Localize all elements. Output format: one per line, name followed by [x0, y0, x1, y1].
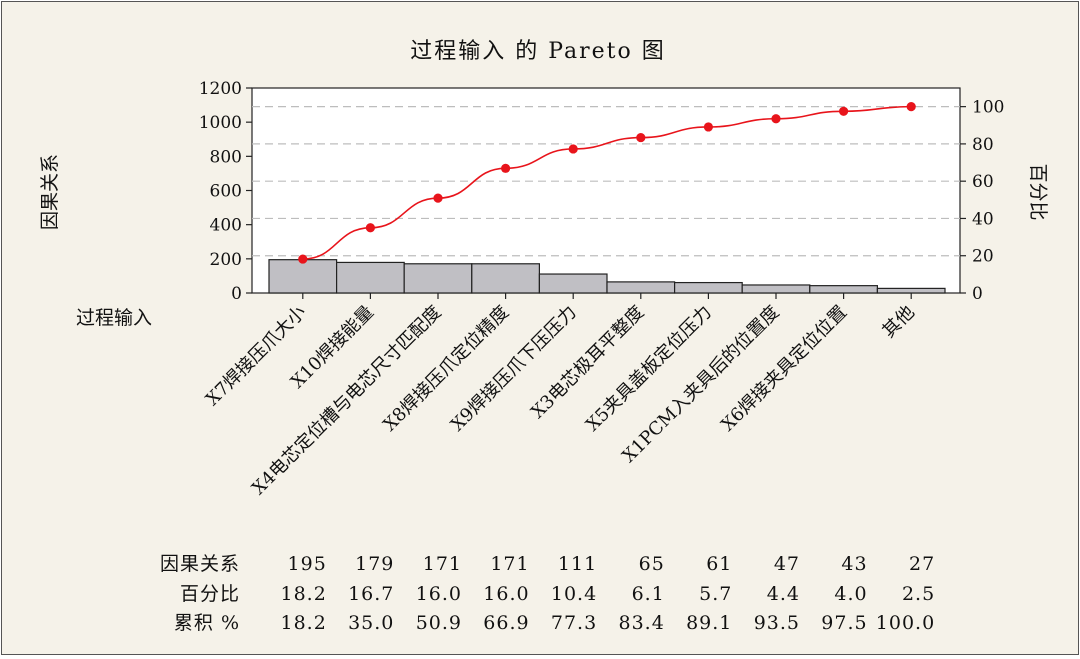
bar [268, 259, 338, 294]
table-cell: 10.4 [551, 583, 597, 605]
table-cell: 43 [841, 553, 867, 575]
table-cell: 195 [288, 553, 327, 575]
table-cell: 93.5 [754, 612, 800, 634]
cumulative-point [703, 122, 714, 132]
data-table: 因果关系 195 179 171 171 111 65 61 47 43 27 百分比 18.2 16.7… [160, 553, 935, 634]
table-cell: 111 [558, 553, 597, 575]
table-cell: 16.7 [348, 583, 394, 605]
cumulative-point [433, 193, 443, 203]
y-tick-label: 600 [210, 182, 242, 202]
cumulative-line-group [298, 102, 916, 264]
cumulative-point [906, 102, 916, 112]
y-axis-ticks: 0 200 400 600 800 1000 1200 [199, 79, 252, 304]
table-cell: 4.4 [767, 583, 800, 605]
table-cell: 171 [490, 553, 529, 575]
cumulative-line [302, 105, 912, 260]
table-cell: 171 [423, 553, 462, 575]
table-cell: 18.2 [280, 612, 326, 634]
y2-tick-label: 80 [972, 135, 994, 155]
bar [403, 263, 473, 294]
category-label: X3电芯极耳平整度 [527, 302, 648, 423]
category-label: X9焊接压爪下压压力 [447, 302, 581, 436]
table-cell: 89.1 [686, 612, 732, 634]
table-cell: 50.9 [416, 612, 462, 634]
y-tick-label: 0 [231, 284, 242, 304]
bar [336, 261, 405, 294]
table-cell: 2.5 [902, 583, 935, 605]
bar [876, 287, 946, 294]
table-cell: 65 [639, 553, 665, 575]
bar [741, 284, 811, 294]
x-axis-ticks: X7焊接压爪大小X10焊接能量X4电芯定位槽与电芯尺寸匹配度X8焊接压爪定位精度… [202, 293, 919, 499]
table-cell: 18.2 [280, 583, 326, 605]
plot-area [251, 87, 961, 294]
cumulative-point [771, 114, 781, 124]
grid-lines [252, 106, 960, 257]
table-cell: 83.4 [618, 612, 664, 634]
cumulative-point [501, 163, 511, 173]
y2-axis-ticks: 0 20 40 60 80 100 [960, 98, 1004, 304]
table-cell: 61 [706, 553, 732, 575]
table-cell: 16.0 [416, 583, 462, 605]
category-label: X5夹具盖板定位压力 [582, 302, 716, 436]
y-tick-label: 400 [210, 216, 242, 236]
bar [606, 281, 676, 294]
x-axis-label: 过程输入 [76, 307, 152, 329]
table-cell: 100.0 [876, 612, 935, 634]
y-tick-label: 1000 [199, 113, 242, 133]
table-cell: 27 [909, 553, 935, 575]
cumulative-point [365, 223, 375, 233]
table-cell: 16.0 [483, 583, 529, 605]
y2-tick-label: 20 [972, 247, 994, 267]
y2-tick-label: 60 [972, 172, 994, 192]
bar [809, 285, 878, 294]
category-label: X6焊接夹具定位位置 [717, 302, 851, 436]
table-cell: 77.3 [551, 612, 597, 634]
category-label: X8焊接压爪定位精度 [379, 302, 513, 436]
chart-title: 过程输入 的 Pareto 图 [410, 39, 666, 64]
table-row-label: 百分比 [180, 583, 240, 605]
y2-tick-label: 100 [972, 98, 1004, 118]
category-label: 其他 [878, 302, 918, 342]
bar [538, 273, 608, 294]
table-cell: 47 [774, 553, 800, 575]
table-cell: 5.7 [699, 583, 732, 605]
table-cell: 179 [355, 553, 394, 575]
y2-tick-label: 0 [972, 284, 983, 304]
table-cell: 66.9 [483, 612, 529, 634]
y-tick-label: 800 [210, 147, 242, 167]
y-tick-label: 1200 [199, 79, 242, 99]
cumulative-point [298, 254, 308, 264]
category-label: X7焊接压爪大小 [202, 302, 310, 410]
y-tick-label: 200 [210, 250, 242, 270]
y2-tick-label: 40 [972, 209, 994, 229]
table-row-label: 累积 % [174, 612, 240, 634]
cumulative-point [839, 106, 849, 116]
table-cell: 6.1 [632, 583, 665, 605]
bar [471, 263, 540, 294]
cumulative-point [636, 132, 646, 143]
y2-axis-label: 百分比 [1027, 163, 1049, 220]
table-cell: 35.0 [348, 612, 394, 634]
cumulative-point [568, 144, 578, 154]
bar [673, 281, 743, 294]
table-row-label: 因果关系 [160, 553, 240, 575]
table-cell: 97.5 [821, 612, 867, 634]
y-axis-label: 因果关系 [39, 154, 61, 230]
table-cell: 4.0 [834, 583, 867, 605]
